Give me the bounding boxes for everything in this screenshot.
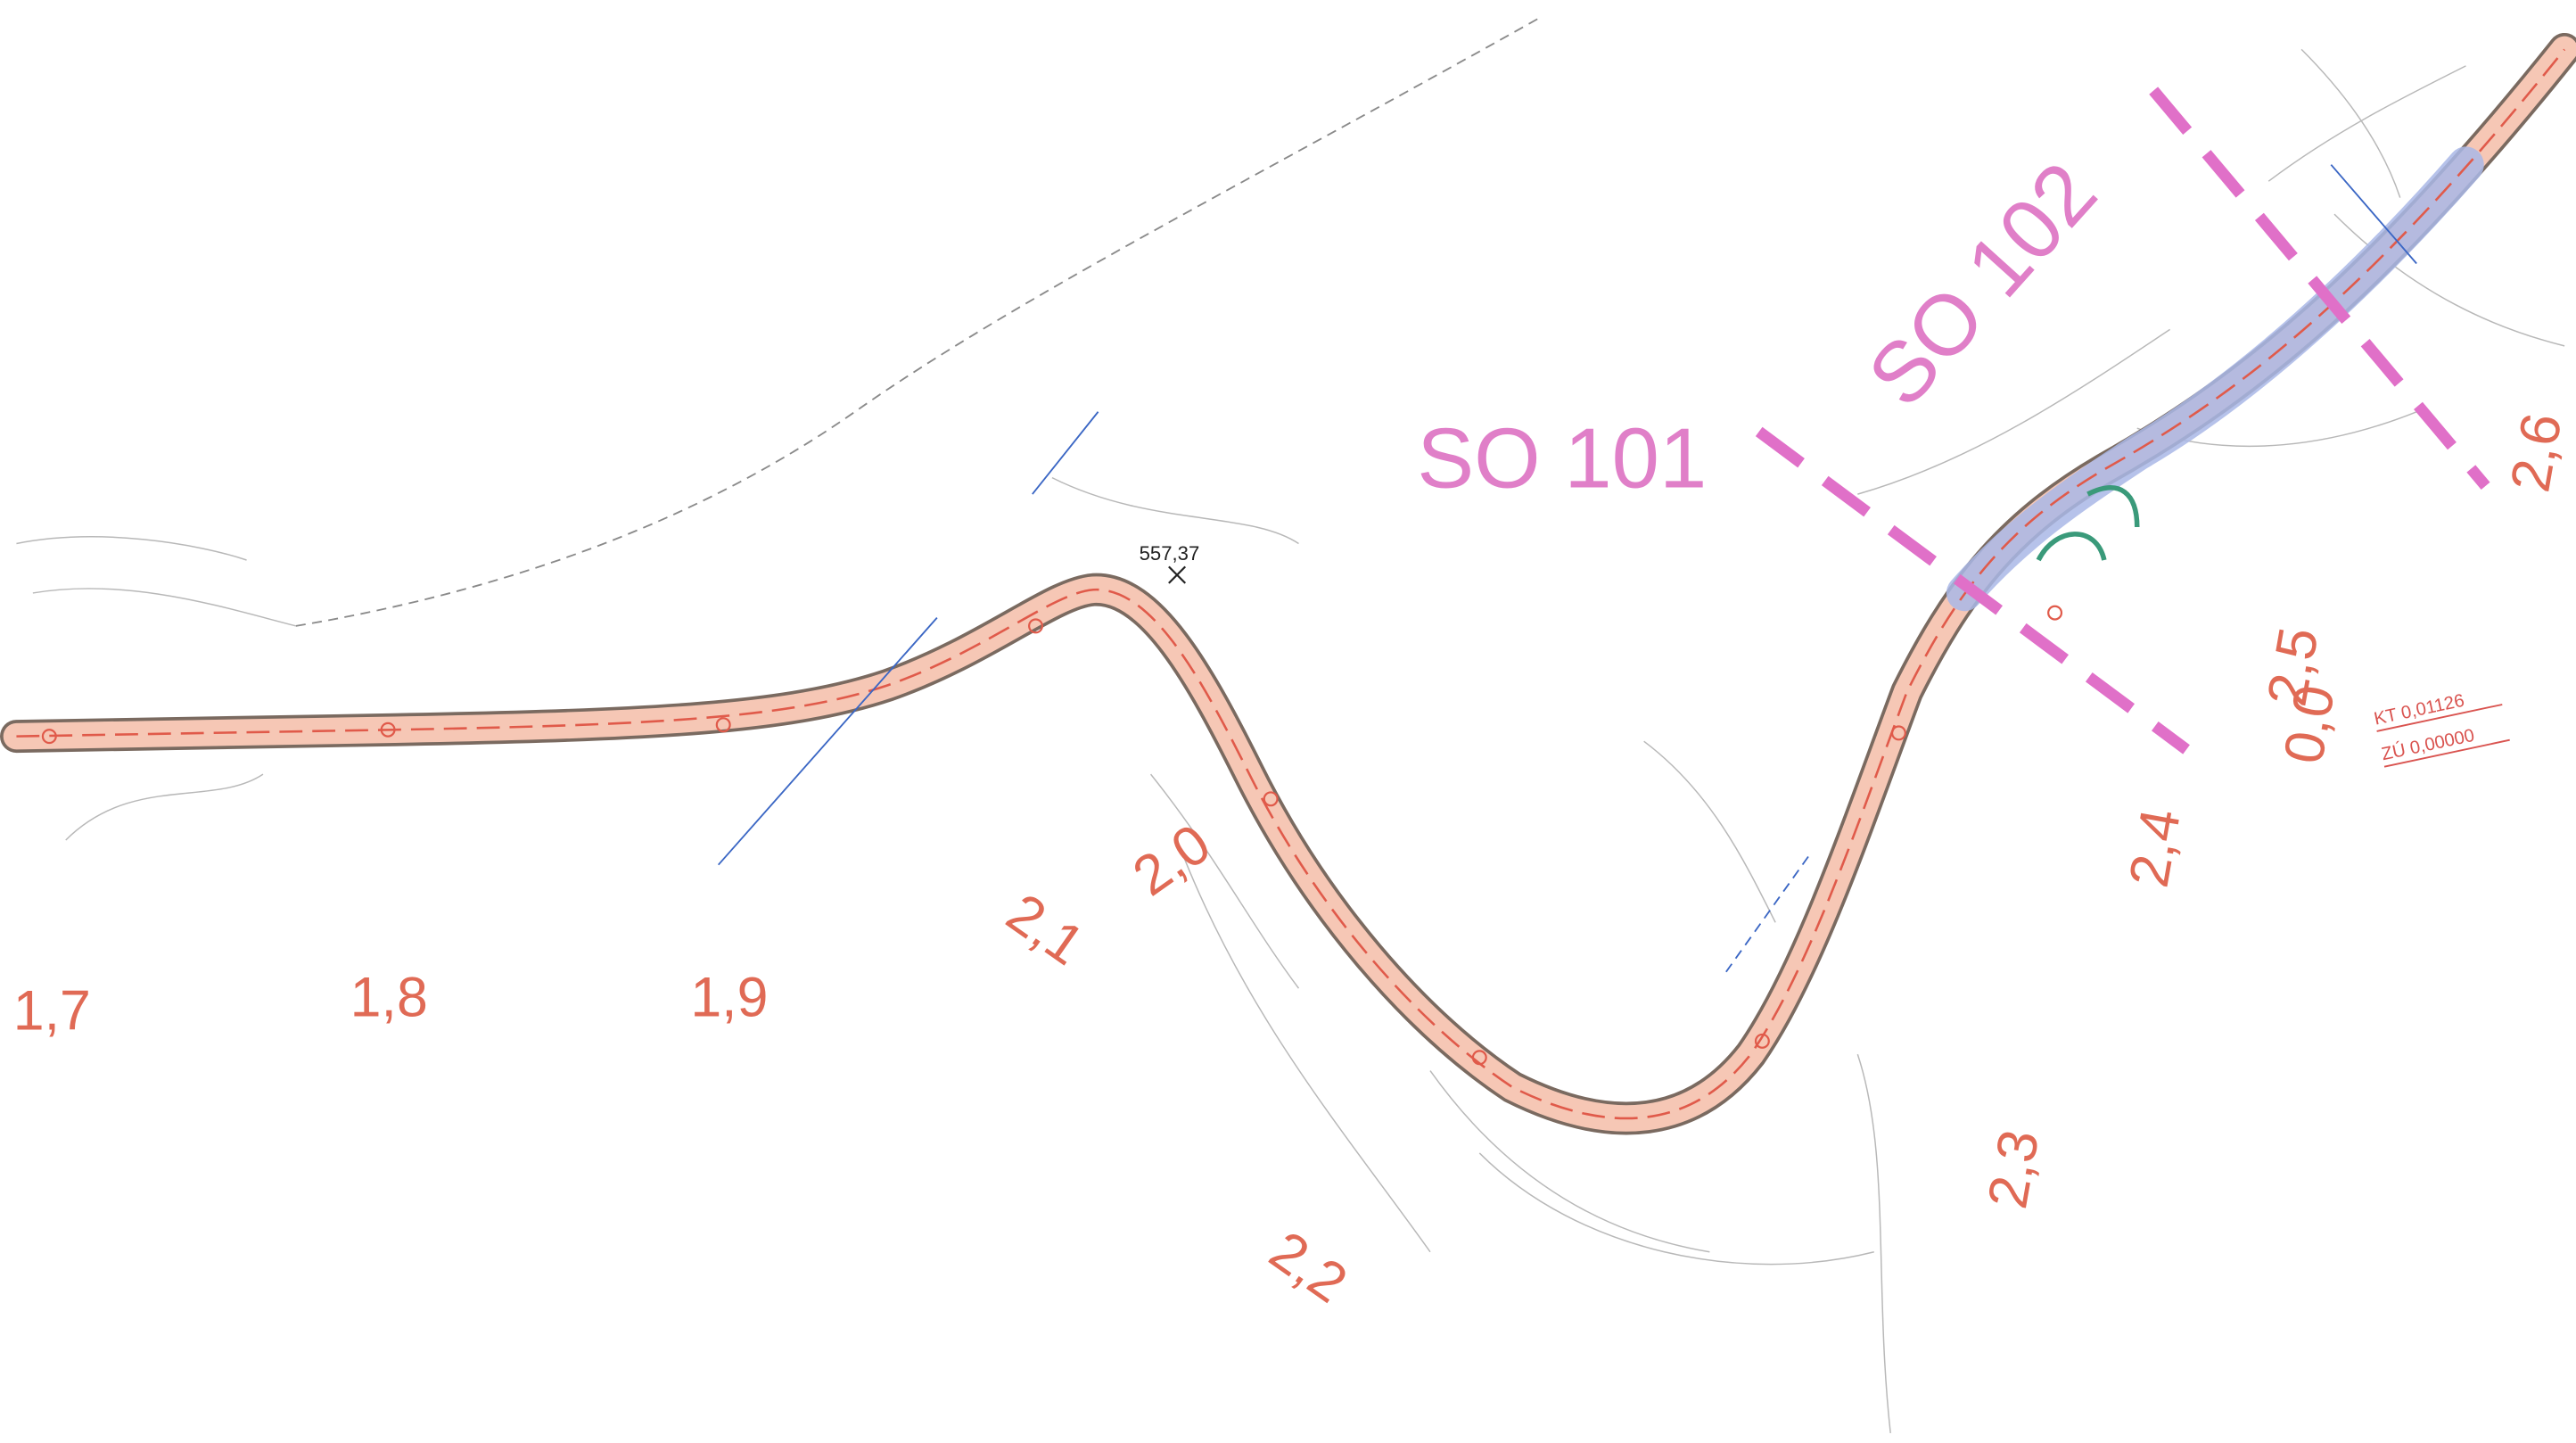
road-corridor — [0, 32, 2576, 1135]
chainage-label: 2,1 — [996, 881, 1095, 977]
station-marker — [1471, 1050, 1487, 1066]
zu-underline — [2383, 738, 2510, 768]
section-label-so101: SO 101 — [1417, 411, 1707, 507]
cross-section-line — [717, 617, 938, 866]
contour-valley — [1429, 740, 1874, 1266]
chainage-label: 2,3 — [1976, 1126, 2051, 1213]
station-marker — [715, 717, 731, 733]
upper-boundary-line — [295, 15, 1543, 627]
road-centerline — [16, 48, 2566, 1120]
chainage-label: 1,7 — [13, 979, 91, 1042]
so101-so102-boundary — [1755, 426, 2190, 754]
station-markers — [41, 605, 2063, 1066]
elevation-point: 557,37 — [1140, 542, 1200, 584]
contour-mid — [1051, 476, 1431, 1253]
chainage-label: 1,8 — [350, 967, 428, 1029]
chainage-label: 2,4 — [2118, 804, 2193, 892]
cross-section-line — [1032, 411, 1099, 495]
station-marker — [380, 722, 396, 738]
chainage-label: 2,6 — [2499, 408, 2574, 496]
contour-left — [16, 536, 297, 841]
station-marker — [41, 729, 57, 745]
curvature-annotation: KT 0,01126 ZÚ 0,00000 — [2373, 691, 2510, 768]
cross-section-line — [1725, 855, 1809, 973]
so102-end-boundary — [2149, 87, 2490, 491]
elevation-cross-icon — [1168, 565, 1187, 584]
station-marker — [1028, 618, 1043, 634]
chainage-label: 2,2 — [1259, 1219, 1358, 1315]
section-boundaries — [1755, 87, 2490, 754]
station-marker — [2047, 605, 2063, 621]
chainage-label: 0,0 — [2272, 680, 2347, 768]
chainage-label: 1,9 — [690, 967, 768, 1029]
road-edge-outline — [0, 32, 2576, 1135]
station-marker — [1263, 791, 1279, 807]
station-marker — [1754, 1033, 1770, 1049]
contour-upper-right — [2267, 48, 2565, 347]
station-marker — [1890, 725, 1906, 741]
kt-label: KT 0,01126 — [2373, 691, 2466, 730]
section-label-so102: SO 102 — [1850, 144, 2115, 425]
road-surface — [3, 36, 2576, 1132]
chainage-label: 2,0 — [1122, 812, 1221, 908]
intersection-curb — [2036, 485, 2140, 562]
cross-section-line — [2330, 164, 2417, 265]
chainage-label: 2,5 — [2256, 623, 2331, 711]
kt-underline — [2376, 704, 2503, 732]
elevation-label: 557,37 — [1140, 542, 1200, 565]
cross-section-lines — [717, 164, 2417, 973]
zu-label: ZÚ 0,00000 — [2380, 725, 2476, 765]
